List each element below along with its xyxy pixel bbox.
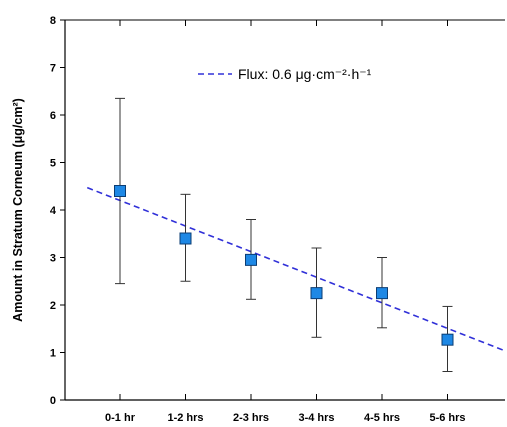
x-tick-label: 0-1 hr xyxy=(105,412,136,424)
data-point xyxy=(179,232,192,245)
y-tick-label: 8 xyxy=(50,15,56,27)
data-point xyxy=(114,185,126,197)
data-point xyxy=(245,253,257,266)
y-tick-label: 0 xyxy=(50,395,56,407)
x-ticks: 0-1 hr 1-2 hrs 2-3 hrs 3-4 hrs 4-5 hrs 5-6 hr… xyxy=(105,20,466,424)
data-points xyxy=(114,185,454,346)
error-bars xyxy=(115,97,453,372)
data-point xyxy=(441,333,454,346)
y-tick-label: 5 xyxy=(50,158,56,170)
x-tick-label: 1-2 hrs xyxy=(167,412,203,424)
y-axis-label: Amount in Stratum Corneum (μg/cm²) xyxy=(11,98,25,322)
trend-line xyxy=(86,186,504,351)
y-tick-label: 3 xyxy=(50,253,56,265)
legend-label: Flux: 0.6 μg·cm⁻²·h⁻¹ xyxy=(238,66,372,82)
y-tick-label: 4 xyxy=(50,205,57,217)
x-tick-label: 2-3 hrs xyxy=(233,412,269,424)
x-tick-label: 3-4 hrs xyxy=(298,412,334,424)
data-point xyxy=(310,287,323,300)
y-ticks: 0 1 2 3 4 5 6 7 8 xyxy=(50,15,65,407)
y-tick-label: 2 xyxy=(50,300,56,312)
x-tick-label: 5-6 hrs xyxy=(429,412,465,424)
data-point xyxy=(376,287,388,300)
x-tick-label: 4-5 hrs xyxy=(364,412,400,424)
y-tick-label: 6 xyxy=(50,110,56,122)
legend: Flux: 0.6 μg·cm⁻²·h⁻¹ xyxy=(198,66,372,82)
y-tick-label: 7 xyxy=(50,63,56,75)
y-tick-label: 1 xyxy=(50,348,56,360)
trendline xyxy=(86,186,504,351)
